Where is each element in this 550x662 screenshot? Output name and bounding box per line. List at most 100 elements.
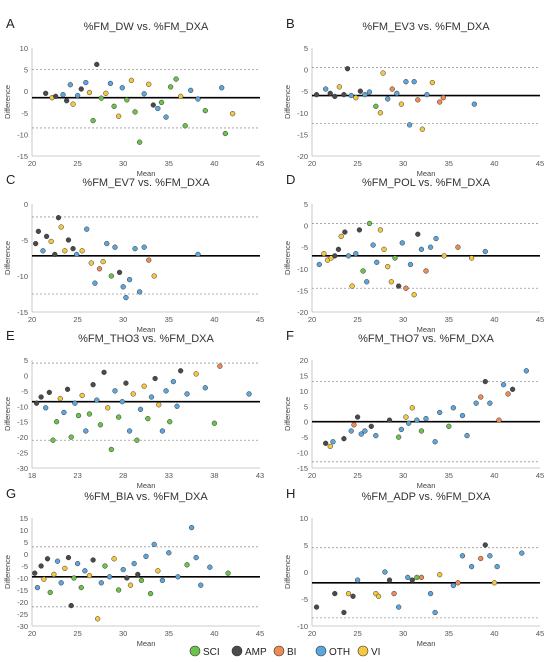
panel-e: E %FM_THO3 vs. %FM_DXA -30 -25 -20 -15 -10 -5 0 5…: [3, 328, 264, 490]
legend-marker: [273, 645, 285, 657]
data-point: [98, 95, 104, 101]
data-point: [496, 417, 502, 423]
data-point: [468, 255, 475, 261]
data-point: [184, 391, 190, 397]
data-point: [86, 411, 93, 417]
y-axis-label: Difference: [283, 241, 292, 275]
x-tick-label: 30: [119, 315, 127, 324]
x-tick-label: 25: [73, 315, 81, 324]
data-point: [437, 572, 443, 578]
x-tick-label: 20: [28, 159, 36, 168]
data-point: [79, 392, 85, 399]
data-point: [388, 279, 394, 285]
y-tick-label: 10: [20, 526, 28, 535]
data-point: [332, 93, 338, 100]
data-point: [377, 227, 384, 233]
data-point: [411, 79, 417, 85]
data-point: [375, 593, 382, 599]
data-point: [392, 255, 398, 261]
data-point: [348, 92, 354, 99]
data-point: [351, 422, 357, 428]
x-axis-label: Mean: [417, 639, 436, 648]
data-point: [159, 577, 166, 584]
panel-h: H %FM_ADP vs. %FM_DXA -10 -5 0 5 10 20 25 30 35 40 4…: [283, 486, 544, 648]
data-point: [119, 85, 125, 91]
data-point: [86, 572, 93, 579]
data-point: [55, 215, 62, 221]
y-tick-label: -5: [21, 236, 28, 245]
data-point: [389, 86, 395, 92]
legend-label: BI: [287, 647, 296, 658]
data-point: [509, 386, 516, 392]
data-point: [135, 571, 141, 578]
x-tick-label: 40: [490, 471, 498, 480]
data-point: [90, 117, 96, 124]
y-tick-label: 5: [304, 541, 308, 550]
data-point: [57, 395, 63, 402]
legend-label: VI: [371, 647, 380, 658]
data-point: [500, 382, 507, 388]
x-tick-label: 40: [490, 315, 498, 324]
data-point: [100, 258, 106, 265]
data-point: [409, 405, 415, 411]
data-point: [124, 575, 130, 581]
data-point: [316, 261, 322, 268]
data-point: [313, 604, 320, 610]
data-point: [120, 284, 126, 290]
data-point: [184, 562, 190, 568]
data-point: [126, 276, 133, 283]
data-point: [97, 422, 104, 428]
x-tick-label: 40: [210, 315, 218, 324]
data-point: [482, 542, 488, 548]
data-point: [95, 616, 101, 622]
data-point: [380, 70, 386, 76]
data-point: [455, 580, 461, 586]
data-point: [478, 394, 484, 400]
data-point: [188, 524, 195, 531]
legend-label: AMP: [245, 647, 267, 658]
data-point: [32, 570, 38, 576]
legend-marker: [315, 645, 327, 657]
data-point: [65, 554, 72, 561]
data-point: [437, 409, 443, 416]
x-tick-label: 38: [210, 471, 218, 480]
x-tick-label: 45: [536, 471, 544, 480]
panel-letter: H: [286, 486, 295, 501]
x-tick-label: 30: [399, 471, 407, 480]
data-point: [403, 414, 409, 420]
data-point: [427, 244, 434, 250]
x-tick-label: 28: [119, 471, 127, 480]
chart-title: %FM_BIA vs. %FM_DXA: [84, 491, 208, 503]
data-point: [229, 111, 236, 117]
data-point: [78, 86, 84, 92]
data-point: [141, 91, 147, 97]
data-point: [143, 553, 149, 560]
chart-title: %FM_ADP vs. %FM_DXA: [362, 491, 491, 503]
data-point: [130, 391, 136, 397]
data-point: [70, 101, 76, 107]
data-point: [414, 417, 420, 423]
data-point: [381, 246, 387, 253]
x-tick-label: 25: [353, 629, 361, 638]
panel-b: B %FM_EV3 vs. %FM_DXA -20 -15 -10 -5 0 5 20 25 30 3…: [283, 16, 544, 178]
y-axis-label: Difference: [3, 85, 12, 119]
y-tick-label: 10: [300, 514, 308, 523]
x-tick-label: 35: [445, 629, 453, 638]
data-point: [394, 90, 400, 97]
data-point: [53, 419, 60, 425]
data-point: [70, 245, 76, 252]
y-tick-label: -25: [17, 449, 28, 458]
x-tick-label: 40: [490, 629, 498, 638]
y-tick-label: 0: [304, 66, 308, 75]
y-tick-label: -30: [17, 622, 28, 631]
data-point: [74, 560, 81, 567]
data-point: [202, 385, 208, 391]
data-point: [433, 235, 439, 242]
data-point: [50, 437, 56, 443]
data-point: [345, 253, 352, 259]
data-point: [424, 92, 430, 98]
legend: SCI AMP BI OTH VI: [189, 645, 380, 658]
data-point: [505, 391, 511, 397]
data-point: [455, 244, 461, 250]
data-point: [491, 580, 498, 586]
